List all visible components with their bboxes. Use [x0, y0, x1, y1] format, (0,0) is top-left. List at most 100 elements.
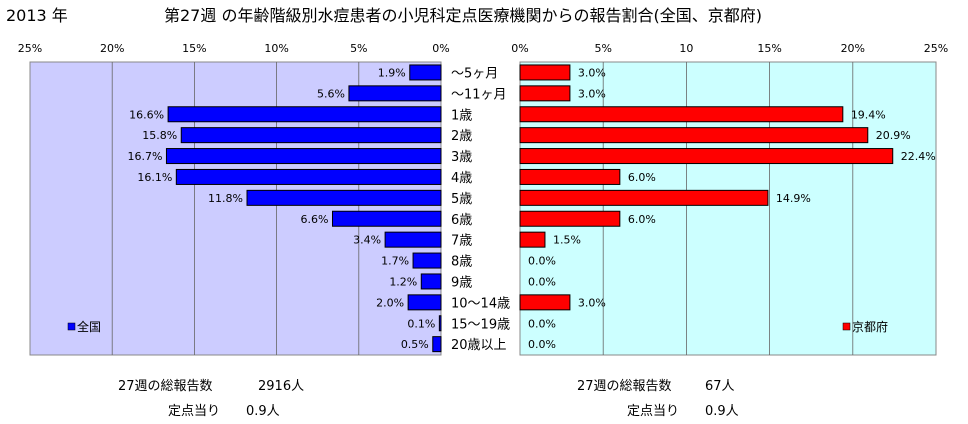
value-label-kyoto: 0.0%: [528, 255, 556, 268]
category-label: 5歳: [451, 192, 472, 207]
category-label: 〜5ヶ月: [451, 66, 498, 81]
category-label: 6歳: [451, 213, 472, 228]
chart-title: 第27週 の年齢階級別水痘患者の小児科定点医療機関からの報告割合(全国、京都府): [164, 6, 762, 25]
bar-national: [420, 273, 442, 290]
value-label-national: 1.7%: [381, 255, 409, 268]
legend-label-kyoto: 京都府: [852, 319, 888, 334]
x-tick-label: 0%: [432, 42, 449, 55]
category-label: 1歳: [451, 108, 472, 123]
category-label: 2歳: [451, 129, 472, 144]
bar-national: [246, 189, 442, 206]
value-label-kyoto: 19.4%: [851, 108, 886, 121]
category-label: 4歳: [451, 171, 472, 186]
bar-kyoto: [519, 85, 571, 102]
bar-kyoto: [519, 148, 894, 165]
value-label-kyoto: 6.0%: [628, 213, 656, 226]
category-label: 10〜14歳: [451, 296, 510, 311]
plot-area-national: [29, 61, 442, 356]
year-label: 2013 年: [6, 6, 68, 25]
bar-kyoto: [519, 168, 621, 185]
value-label-kyoto: 14.9%: [776, 192, 811, 205]
value-label-kyoto: 3.0%: [578, 296, 606, 309]
bar-kyoto: [519, 231, 546, 248]
legend-swatch-national: [67, 322, 76, 331]
value-label-kyoto: 22.4%: [901, 150, 936, 163]
value-label-national: 0.1%: [407, 317, 435, 330]
x-tick-label: 20%: [100, 42, 124, 55]
value-label-national: 1.2%: [389, 275, 417, 288]
x-tick-label: 10: [679, 42, 693, 55]
value-label-kyoto: 1.5%: [553, 234, 581, 247]
legend-kyoto: 京都府: [842, 319, 888, 334]
category-label: 9歳: [451, 275, 472, 290]
x-tick-label: 15%: [182, 42, 206, 55]
value-label-kyoto: 20.9%: [876, 129, 911, 142]
legend-swatch-kyoto: [842, 322, 851, 331]
category-label: 20歳以上: [451, 338, 507, 353]
per-sentinel-label: 定点当り: [627, 404, 679, 419]
value-label-national: 16.1%: [137, 171, 172, 184]
category-label: 3歳: [451, 150, 472, 165]
value-label-national: 1.9%: [378, 66, 406, 79]
legend-national: 全国: [67, 319, 101, 334]
per-sentinel-value: 0.9人: [705, 404, 739, 419]
value-label-national: 3.4%: [353, 234, 381, 247]
axis-ticks-national: 0% 5% 10% 15% 20% 25%: [18, 42, 450, 55]
value-label-kyoto: 3.0%: [578, 87, 606, 100]
bar-national: [348, 85, 442, 102]
bar-national: [432, 336, 442, 353]
value-label-national: 11.8%: [208, 192, 243, 205]
value-label-kyoto: 0.0%: [528, 338, 556, 351]
footer-national: 27週の総報告数 2916人 定点当り 0.9人: [118, 379, 304, 419]
bar-kyoto: [519, 189, 769, 206]
per-sentinel-label: 定点当り: [168, 404, 220, 419]
x-tick-label: 15%: [757, 42, 781, 55]
x-tick-label: 5%: [594, 42, 611, 55]
value-label-kyoto: 6.0%: [628, 171, 656, 184]
value-label-national: 0.5%: [401, 338, 429, 351]
x-tick-label: 25%: [924, 42, 948, 55]
value-label-kyoto: 0.0%: [528, 317, 556, 330]
x-tick-label: 25%: [18, 42, 42, 55]
category-label: 〜11ヶ月: [451, 87, 507, 102]
bar-national: [412, 252, 442, 269]
value-label-national: 5.6%: [317, 87, 345, 100]
x-tick-label: 0%: [511, 42, 528, 55]
category-labels: 〜5ヶ月〜11ヶ月 1歳 2歳 3歳 4歳 5歳 6歳 7歳 8歳 9歳 10〜14歳 15〜19歳 2…: [451, 66, 510, 353]
total-reports-value: 2916人: [258, 379, 304, 394]
bars-kyoto: 3.0% 3.0% 19.4% 20.9% 22.4% 6.0% 14.9% 6.0% 1.5%…: [519, 64, 936, 351]
bar-national: [331, 210, 442, 227]
value-label-national: 2.0%: [376, 296, 404, 309]
bar-kyoto: [519, 127, 869, 144]
total-reports-label: 27週の総報告数: [118, 379, 213, 394]
bar-national: [407, 294, 442, 311]
bar-national: [175, 168, 442, 185]
category-label: 8歳: [451, 255, 472, 270]
value-label-kyoto: 3.0%: [578, 66, 606, 79]
bar-national: [180, 127, 442, 144]
x-tick-label: 20%: [841, 42, 865, 55]
bar-kyoto: [519, 210, 621, 227]
bar-national: [409, 64, 442, 81]
total-reports-value: 67人: [705, 379, 735, 394]
bar-national: [165, 148, 442, 165]
x-tick-label: 10%: [264, 42, 288, 55]
value-label-national: 16.7%: [127, 150, 162, 163]
value-label-national: 15.8%: [142, 129, 177, 142]
footer-kyoto: 27週の総報告数 67人 定点当り 0.9人: [577, 379, 739, 419]
bar-kyoto: [519, 64, 571, 81]
axis-ticks-kyoto: 0% 5% 10 15% 20% 25%: [511, 42, 948, 55]
value-label-national: 16.6%: [129, 108, 164, 121]
bar-national: [438, 315, 442, 332]
value-label-kyoto: 0.0%: [528, 275, 556, 288]
bars-national: 1.9% 5.6% 16.6% 15.8% 16.7% 16.1% 11.8% 6.6% 3.4…: [127, 64, 442, 353]
per-sentinel-value: 0.9人: [246, 404, 280, 419]
legend-label-national: 全国: [77, 319, 101, 334]
plot-area-kyoto: [519, 61, 937, 356]
bar-national: [384, 231, 442, 248]
category-label: 15〜19歳: [451, 317, 510, 332]
x-tick-label: 5%: [350, 42, 367, 55]
bar-kyoto: [519, 294, 571, 311]
total-reports-label: 27週の総報告数: [577, 379, 672, 394]
